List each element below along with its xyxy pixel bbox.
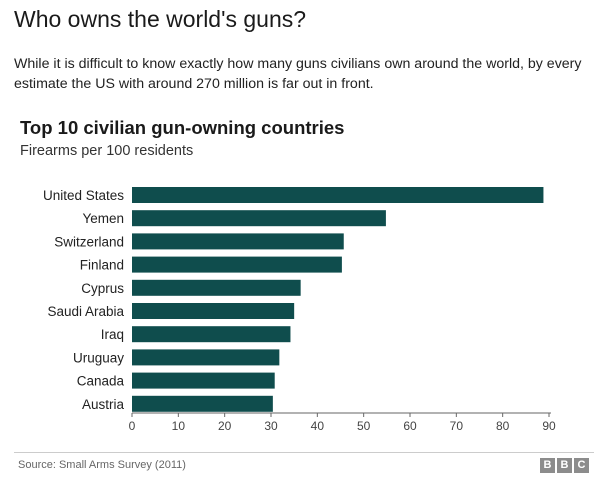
bar-iraq [132,326,291,343]
category-label-canada: Canada [77,374,125,389]
category-label-united-states: United States [43,188,124,203]
x-tick-label: 90 [542,419,556,433]
bar-chart: United States Yemen Switzerland Finland Cypr… [43,187,556,433]
category-label-iraq: Iraq [101,327,124,342]
x-tick-label: 30 [264,419,278,433]
category-label-finland: Finland [80,258,124,273]
bar-switzerland [132,233,344,250]
bar-canada [132,372,275,389]
bbc-logo-letter-1: B [540,458,555,473]
bar-finland [132,256,342,273]
bar-yemen [132,210,386,227]
chart-title: Top 10 civilian gun-owning countries [20,117,345,138]
bbc-logo: B B C [540,458,589,473]
x-tick-label: 20 [218,419,232,433]
bbc-logo-letter-2: B [557,458,572,473]
bbc-logo-letter-3: C [574,458,589,473]
bar-saudi-arabia [132,303,295,319]
x-tick-label: 80 [496,419,510,433]
category-label-switzerland: Switzerland [54,234,124,249]
bar-austria [132,395,273,412]
x-tick-label: 10 [172,419,186,433]
x-tick-label: 50 [357,419,371,433]
intro-text: While it is difficult to know exactly ho… [14,56,582,92]
x-tick-label: 40 [311,419,325,433]
bar-cyprus [132,279,301,296]
bar-united-states [132,187,544,203]
x-tick-label: 60 [403,419,417,433]
x-tick-label: 70 [450,419,464,433]
x-tick-label: 0 [129,419,136,433]
chart-subtitle: Firearms per 100 residents [20,143,194,159]
bar-uruguay [132,349,280,366]
source-note: Source: Small Arms Survey (2011) [18,459,186,471]
headline: Who owns the world's guns? [14,6,307,32]
category-label-austria: Austria [82,397,125,412]
category-label-saudi-arabia: Saudi Arabia [47,304,124,319]
category-label-uruguay: Uruguay [73,350,124,365]
footer-divider [14,452,594,453]
category-label-cyprus: Cyprus [81,281,124,296]
category-label-yemen: Yemen [82,211,124,226]
